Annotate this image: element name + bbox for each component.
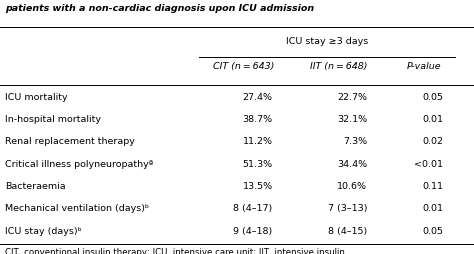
Text: 10.6%: 10.6% — [337, 182, 367, 191]
Text: ICU mortality: ICU mortality — [5, 93, 67, 102]
Text: 0.05: 0.05 — [422, 227, 443, 236]
Text: 8 (4–15): 8 (4–15) — [328, 227, 367, 236]
Text: Bacteraemia: Bacteraemia — [5, 182, 65, 191]
Text: 34.4%: 34.4% — [337, 160, 367, 169]
Text: CIT (n = 643): CIT (n = 643) — [213, 62, 275, 71]
Text: ICU stay (days)ᵇ: ICU stay (days)ᵇ — [5, 227, 82, 236]
Text: 11.2%: 11.2% — [243, 137, 273, 146]
Text: Mechanical ventilation (days)ᵇ: Mechanical ventilation (days)ᵇ — [5, 204, 149, 213]
Text: P-value: P-value — [407, 62, 442, 71]
Text: 7.3%: 7.3% — [343, 137, 367, 146]
Text: 0.02: 0.02 — [422, 137, 443, 146]
Text: 0.01: 0.01 — [422, 204, 443, 213]
Text: 13.5%: 13.5% — [242, 182, 273, 191]
Text: ICU stay ≥3 days: ICU stay ≥3 days — [286, 37, 368, 46]
Text: Critical illness polyneuropathyª: Critical illness polyneuropathyª — [5, 160, 153, 169]
Text: CIT, conventional insulin therapy; ICU, intensive care unit; IIT, intensive insu: CIT, conventional insulin therapy; ICU, … — [5, 248, 345, 254]
Text: 7 (3–13): 7 (3–13) — [328, 204, 367, 213]
Text: 0.01: 0.01 — [422, 115, 443, 124]
Text: 51.3%: 51.3% — [242, 160, 273, 169]
Text: 8 (4–17): 8 (4–17) — [233, 204, 273, 213]
Text: 38.7%: 38.7% — [242, 115, 273, 124]
Text: 27.4%: 27.4% — [243, 93, 273, 102]
Text: 32.1%: 32.1% — [337, 115, 367, 124]
Text: 0.11: 0.11 — [422, 182, 443, 191]
Text: IIT (n = 648): IIT (n = 648) — [310, 62, 368, 71]
Text: 22.7%: 22.7% — [337, 93, 367, 102]
Text: <0.01: <0.01 — [414, 160, 443, 169]
Text: patients with a non-cardiac diagnosis upon ICU admission: patients with a non-cardiac diagnosis up… — [5, 4, 314, 13]
Text: 0.05: 0.05 — [422, 93, 443, 102]
Text: 9 (4–18): 9 (4–18) — [233, 227, 273, 236]
Text: Renal replacement therapy: Renal replacement therapy — [5, 137, 135, 146]
Text: In-hospital mortality: In-hospital mortality — [5, 115, 101, 124]
